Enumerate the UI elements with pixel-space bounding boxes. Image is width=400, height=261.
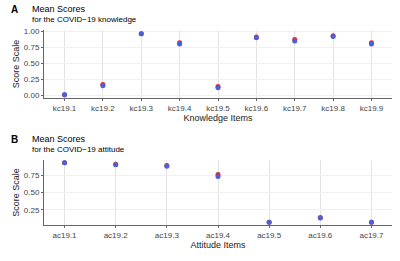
svg-text:kc19.6: kc19.6	[245, 104, 269, 113]
svg-text:ac19.3: ac19.3	[155, 231, 180, 240]
svg-text:for the COVID−19 knowledge: for the COVID−19 knowledge	[32, 15, 137, 24]
svg-text:kc19.8: kc19.8	[321, 104, 345, 113]
svg-text:0.25: 0.25	[24, 206, 40, 215]
svg-text:ac19.2: ac19.2	[104, 231, 129, 240]
svg-text:Score Scale: Score Scale	[11, 40, 21, 89]
svg-text:kc19.5: kc19.5	[206, 104, 230, 113]
svg-text:0.50: 0.50	[24, 59, 40, 68]
svg-text:0.25: 0.25	[24, 75, 40, 84]
svg-text:ac19.5: ac19.5	[257, 231, 282, 240]
svg-text:A: A	[11, 4, 18, 15]
svg-text:kc19.1: kc19.1	[53, 104, 77, 113]
svg-text:Score Scale: Score Scale	[11, 168, 21, 217]
svg-text:ac19.7: ac19.7	[359, 231, 384, 240]
svg-text:kc19.2: kc19.2	[91, 104, 115, 113]
svg-text:kc19.3: kc19.3	[129, 104, 153, 113]
svg-text:Knowledge Items: Knowledge Items	[183, 113, 253, 123]
svg-text:Mean Scores: Mean Scores	[32, 134, 86, 144]
svg-text:1.00: 1.00	[24, 27, 40, 36]
svg-text:Mean Scores: Mean Scores	[32, 4, 86, 14]
svg-text:kc19.4: kc19.4	[168, 104, 192, 113]
svg-text:kc19.7: kc19.7	[283, 104, 307, 113]
svg-text:0.50: 0.50	[24, 188, 40, 197]
svg-text:0.00: 0.00	[24, 91, 40, 100]
svg-text:0.75: 0.75	[24, 171, 40, 180]
svg-text:ac19.6: ac19.6	[308, 231, 333, 240]
svg-text:ac19.1: ac19.1	[53, 231, 78, 240]
svg-text:0.75: 0.75	[24, 43, 40, 52]
svg-text:for the COVID−19 attitude: for the COVID−19 attitude	[32, 145, 125, 154]
svg-text:kc19.9: kc19.9	[360, 104, 384, 113]
svg-text:ac19.4: ac19.4	[206, 231, 231, 240]
svg-text:Attitude Items: Attitude Items	[190, 240, 246, 250]
svg-text:B: B	[11, 134, 18, 145]
